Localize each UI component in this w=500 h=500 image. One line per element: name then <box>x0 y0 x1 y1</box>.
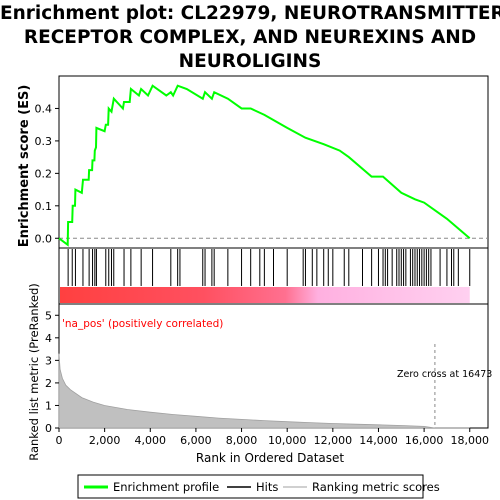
title-line-1: Enrichment plot: CL22979, NEUROTRANSMITT… <box>0 3 500 24</box>
x-tick-label: 4,000 <box>135 434 167 447</box>
ranking-panel <box>58 303 489 429</box>
es-y-tick-label: 0.0 <box>35 232 53 245</box>
hits-area <box>67 249 471 286</box>
rank-y-axis-label: Ranked list metric (PreRanked) <box>27 283 41 461</box>
x-axis-label: Rank in Ordered Dataset <box>196 451 344 465</box>
x-tick-label: 2,000 <box>89 434 121 447</box>
es-plot-area <box>58 84 488 247</box>
correlation-heatbar <box>60 287 470 303</box>
legend-enrichment-label: Enrichment profile <box>113 480 219 494</box>
title-line-2: RECEPTOR COMPLEX, AND NEUREXINS AND <box>23 27 477 48</box>
x-tick-label: 14,000 <box>359 434 398 447</box>
enrichment-profile-line <box>58 84 471 247</box>
rank-y-tick-label: 2 <box>45 377 52 390</box>
rank-y-tick-label: 1 <box>45 399 52 412</box>
positive-correlation-label: 'na_pos' (positively correlated) <box>62 318 223 330</box>
chart-title: Enrichment plot: CL22979, NEUROTRANSMITT… <box>0 2 500 74</box>
zero-cross-label: Zero cross at 16473 <box>397 369 492 380</box>
legend-hits-label: Hits <box>256 480 278 494</box>
ranking-plot-area <box>58 344 470 429</box>
x-tick-label: 8,000 <box>226 434 258 447</box>
es-panel <box>58 75 489 249</box>
es-y-axis-label: Enrichment score (ES) <box>17 85 32 248</box>
rank-y-tick-label: 5 <box>45 309 52 322</box>
x-tick-label: 16,000 <box>405 434 444 447</box>
rank-y-tick-label: 4 <box>45 332 52 345</box>
es-y-tick-label: 0.2 <box>35 167 53 180</box>
x-tick-label: 10,000 <box>268 434 307 447</box>
x-tick-label: 12,000 <box>314 434 353 447</box>
es-y-tick-label: 0.4 <box>35 102 53 115</box>
legend-ranking-label: Ranking metric scores <box>312 480 440 494</box>
es-y-tick-label: 0.1 <box>35 200 53 213</box>
x-tick-label: 6,000 <box>180 434 212 447</box>
title-line-3: NEUROLIGINS <box>178 51 322 72</box>
x-tick-label: 18,000 <box>450 434 489 447</box>
rank-y-tick-label: 3 <box>45 354 52 367</box>
rank-y-tick-label: 0 <box>45 422 52 435</box>
ranking-metric-area <box>58 353 470 429</box>
axes: 0.0 0.1 0.2 0.3 0.4 0 1 2 3 4 5 0 2,000 4,000 6,000 8,0… <box>35 102 489 447</box>
x-tick-label: 0 <box>56 434 63 447</box>
heatbar-rect <box>60 287 470 303</box>
es-y-tick-label: 0.3 <box>35 135 53 148</box>
